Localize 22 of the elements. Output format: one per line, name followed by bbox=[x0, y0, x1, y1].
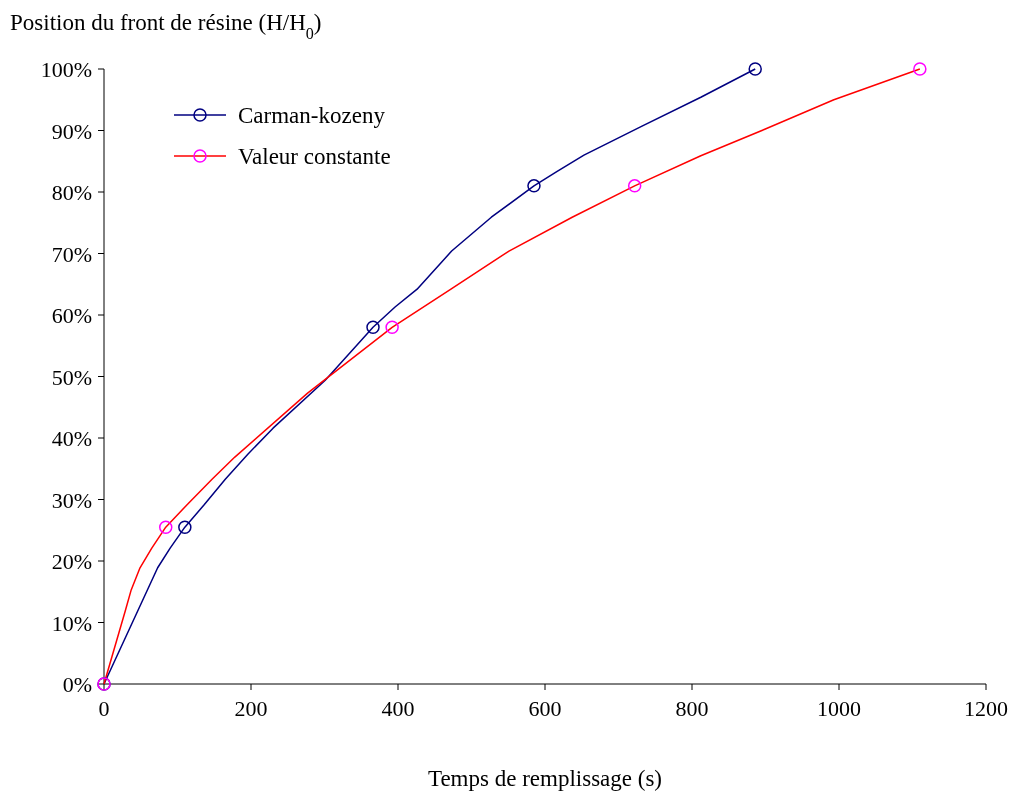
x-axis-title: Temps de remplissage (s) bbox=[427, 766, 663, 791]
x-tick-label: 1200 bbox=[964, 696, 1008, 721]
y-tick-label: 80% bbox=[51, 180, 92, 205]
y-tick-label: 30% bbox=[51, 487, 92, 513]
y-tick-label: 100% bbox=[40, 57, 92, 82]
y-tick-label: 40% bbox=[51, 426, 92, 451]
x-tick-label: 400 bbox=[381, 696, 415, 721]
x-tick-label: 600 bbox=[528, 696, 562, 721]
y-tick-label: 10% bbox=[51, 610, 92, 636]
x-tick-label: 200 bbox=[234, 696, 268, 721]
x-tick-label: 800 bbox=[675, 696, 709, 721]
x-tick-label: 1000 bbox=[817, 696, 861, 721]
y-tick-label: 50% bbox=[51, 364, 92, 390]
y-tick-label: 20% bbox=[51, 549, 92, 574]
y-tick-label: 90% bbox=[51, 118, 92, 144]
chart-title: Position du front de résine (H/H$_{0}$) bbox=[10, 10, 322, 42]
legend-label: Carman-kozeny bbox=[238, 103, 386, 128]
y-tick-label: 60% bbox=[51, 303, 92, 328]
legend-label: Valeur constante bbox=[238, 144, 391, 169]
x-tick-label: 0 bbox=[98, 696, 110, 721]
y-tick-label: 70% bbox=[51, 241, 92, 267]
y-tick-label: 0% bbox=[62, 672, 92, 697]
